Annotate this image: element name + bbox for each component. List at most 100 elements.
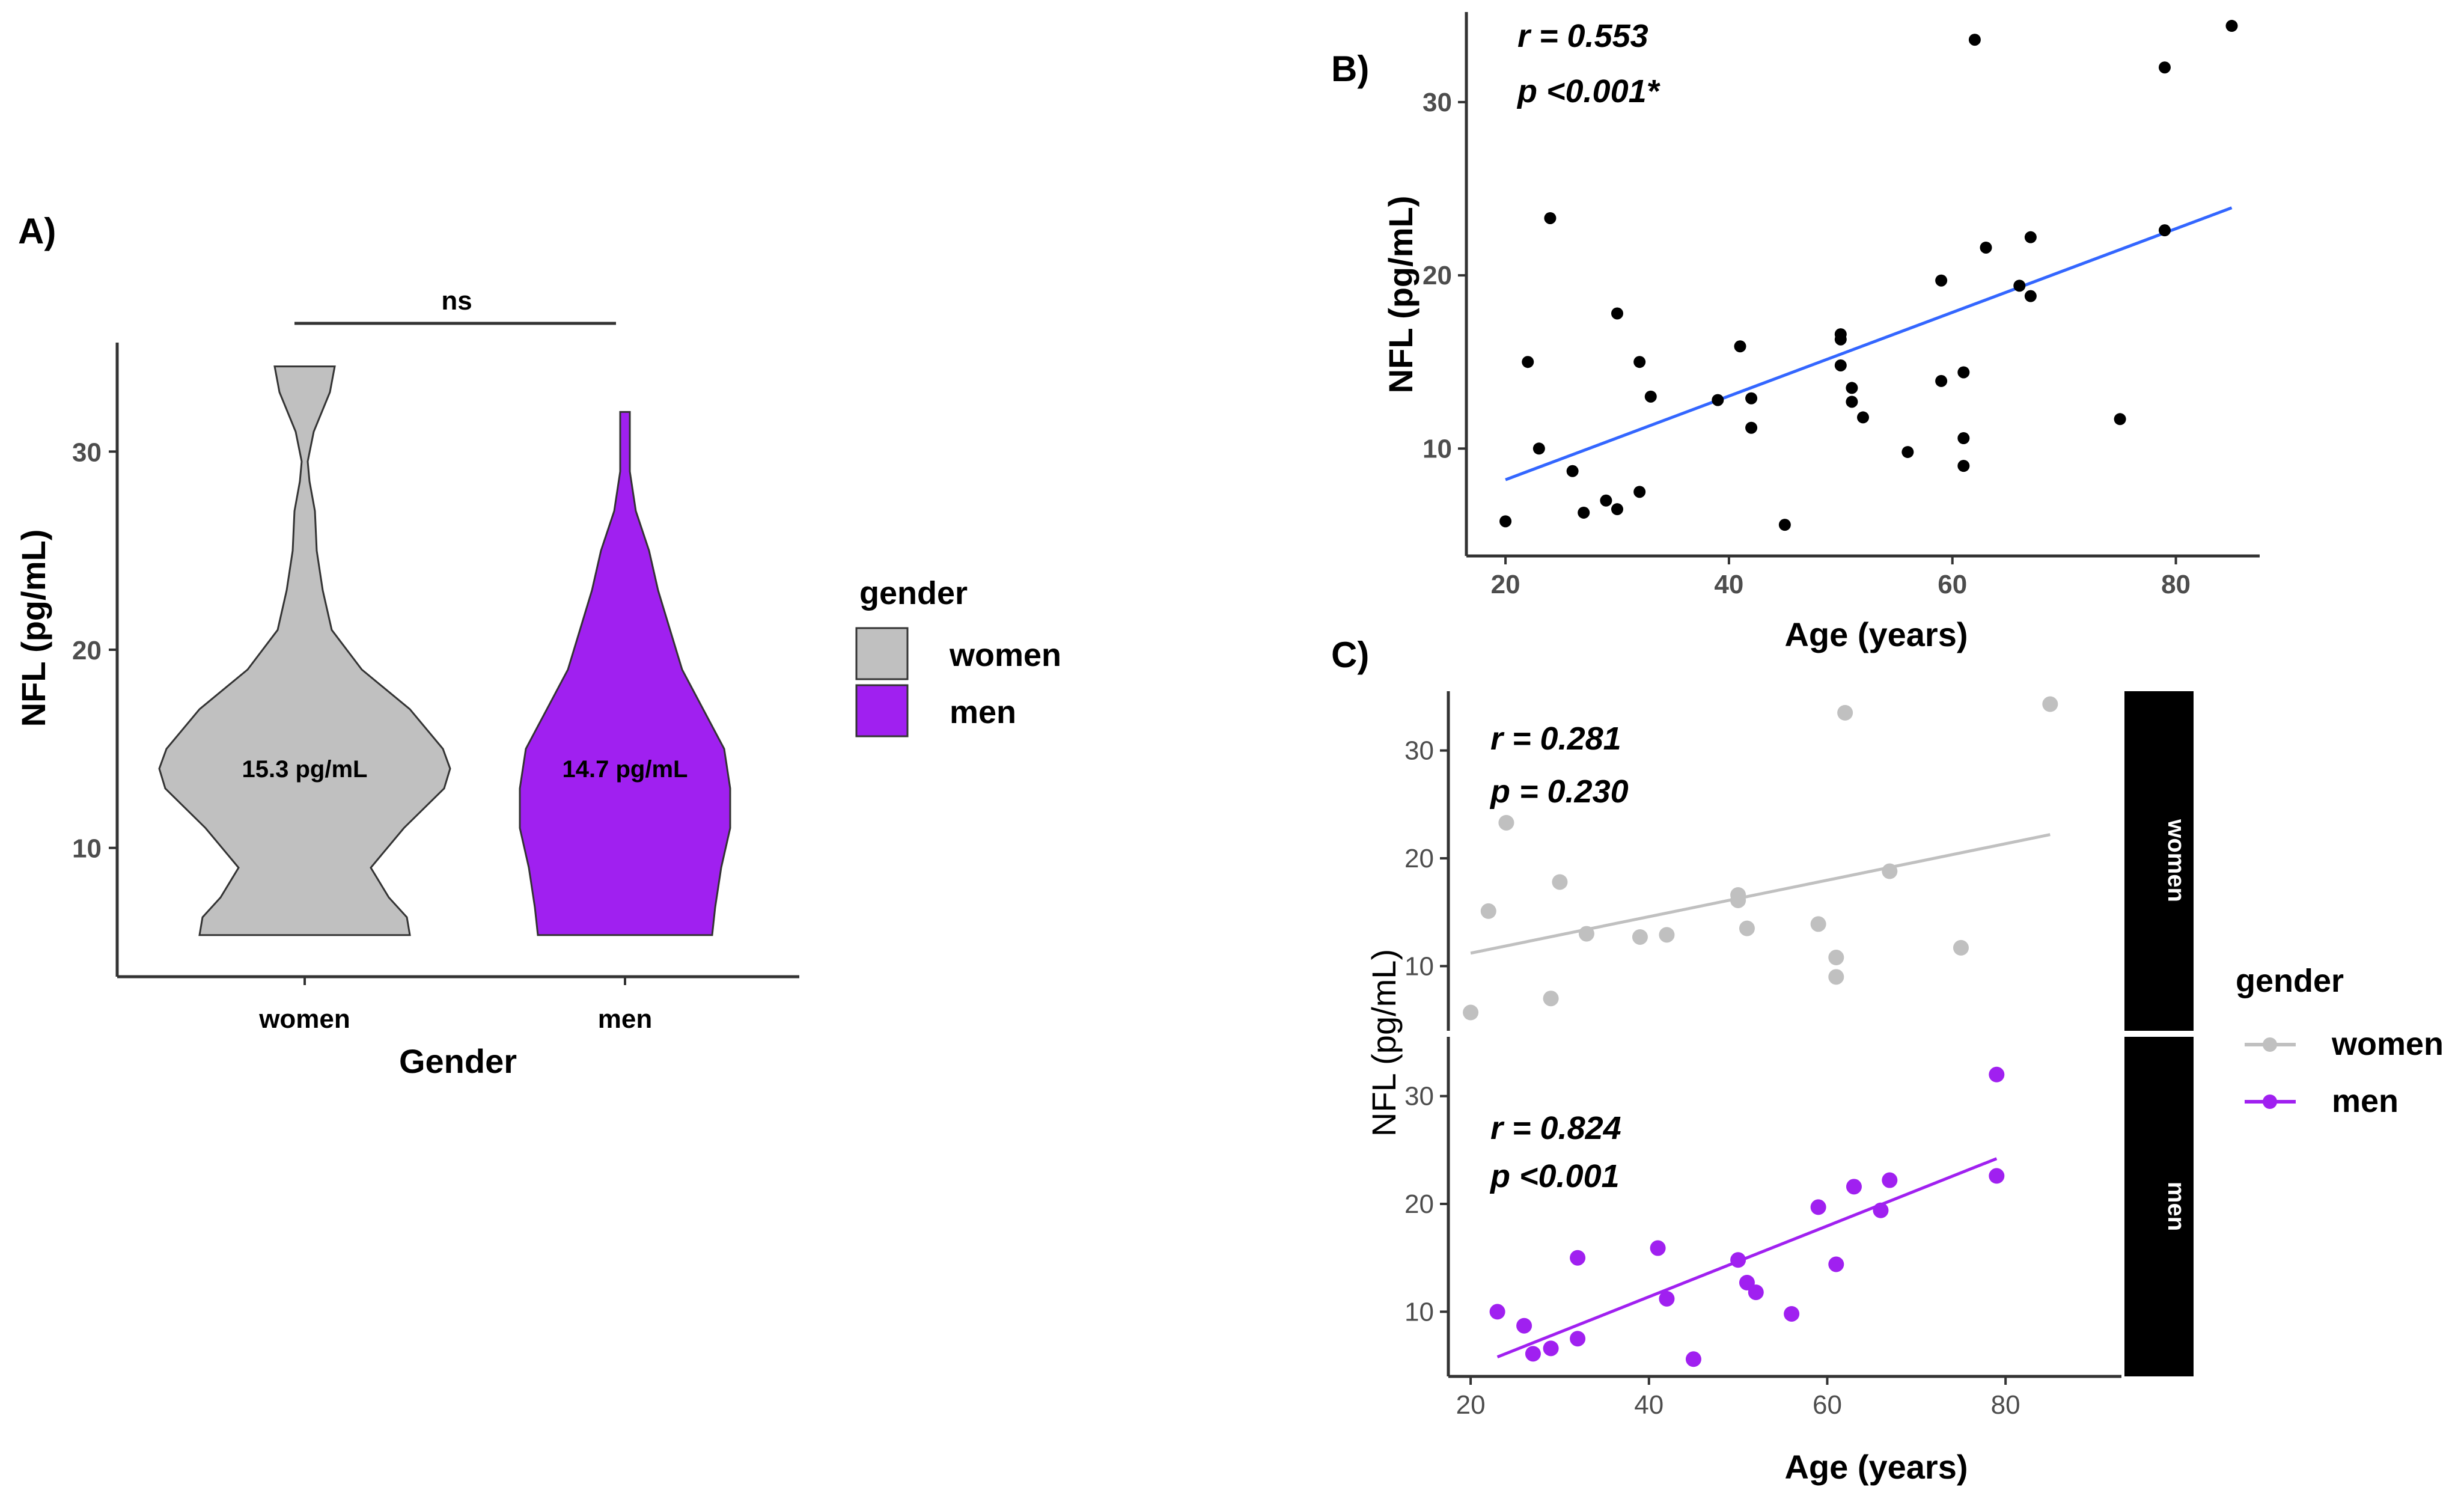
panel-b-point (1980, 241, 1992, 254)
panel-c-men-point (1543, 1340, 1559, 1357)
panel-b-point (1857, 411, 1869, 424)
panel-c-men-xtick-label: 40 (1634, 1390, 1664, 1420)
panel-a-legend: gender women men (855, 575, 1061, 737)
panel-b-point (1611, 307, 1623, 320)
panel-b-xtick-label: 20 (1491, 570, 1520, 599)
panel-c-women-point (1810, 916, 1826, 932)
panel-a-legend-title: gender (859, 575, 968, 611)
panel-c-women-point (1828, 969, 1844, 985)
panel-c-men-point (1570, 1331, 1586, 1347)
panel-a-median-label-men: 14.7 pg/mL (563, 756, 688, 783)
panel-c-men-point (1989, 1168, 2005, 1184)
panel-b-point (1745, 392, 1758, 405)
panel-b-ylabel: NFL (pg/mL) (1382, 196, 1420, 394)
panel-a-legend-key-men (855, 684, 909, 737)
panel-c-legend-title: gender (2236, 963, 2344, 999)
panel-b-point (1957, 366, 1970, 379)
panel-c-men-xtick-label: 60 (1813, 1390, 1842, 1420)
violin-women (158, 365, 451, 936)
panel-b-xtick-label: 60 (1938, 570, 1967, 599)
panel-c-legend-dot-women (2263, 1037, 2277, 1052)
panel-b-point (1901, 446, 1914, 459)
panel-b-point (1834, 359, 1847, 371)
panel-b-letter: B) (1331, 49, 1369, 89)
panel-b-xlabel: Age (years) (1784, 615, 1968, 653)
panel-c-women-point (1498, 814, 1514, 831)
panel-b-xtick-label: 80 (2161, 570, 2191, 599)
panel-b-point (1544, 212, 1557, 224)
panel-b: B) 10 20 30 20 40 60 80 NFL (pg/mL) Age (years… (1331, 12, 2260, 653)
panel-a-legend-label-men: men (950, 694, 1016, 730)
panel-b-point (1778, 519, 1791, 531)
panel-b-point (1566, 465, 1579, 477)
panel-b-point (1745, 421, 1758, 434)
panel-a-ytick-label: 10 (72, 834, 102, 864)
panel-c-women-point (1552, 874, 1568, 890)
panel-b-point (1935, 274, 1948, 287)
panel-c-men-ytick-label: 30 (1404, 1082, 1434, 1111)
panel-c-men-point (1748, 1284, 1764, 1301)
panel-c-men-ytick-label: 10 (1404, 1297, 1434, 1327)
panel-c-women-point (1632, 929, 1648, 945)
panel-b-point (1957, 460, 1970, 472)
panel-c-women-p-label: p = 0.230 (1489, 774, 1629, 810)
panel-b-point (1600, 494, 1612, 507)
panel-b-point (1957, 432, 1970, 445)
panel-c-men-p-label: p <0.001 (1489, 1158, 1620, 1194)
panel-a-legend-label-women: women (949, 637, 1061, 673)
panel-a-letter: A) (18, 211, 56, 251)
panel-c-men-point (1828, 1256, 1844, 1272)
panel-b-point (1968, 34, 1981, 46)
panel-b-point (1734, 340, 1746, 353)
panel-c-letter: C) (1331, 635, 1369, 675)
panel-c-women-point (1480, 903, 1496, 919)
panel-c-women-r-label: r = 0.281 (1490, 721, 1621, 757)
panel-b-point (2225, 20, 2238, 32)
panel-c-strip-label-men: men (2163, 1182, 2189, 1231)
panel-b-point (2158, 61, 2171, 74)
panel-c-men-point (1659, 1290, 1675, 1307)
panel-c-women-ytick-label: 10 (1404, 951, 1434, 981)
panel-a-ytick-label: 30 (72, 438, 102, 467)
panel-c-men-point (1730, 1252, 1746, 1268)
panel-c-women-point (1882, 863, 1898, 879)
panel-b-point (1532, 442, 1545, 455)
panel-c-men-point (1810, 1199, 1826, 1215)
panel-c-men-point (1570, 1250, 1586, 1266)
panel-b-xtick-label: 40 (1714, 570, 1743, 599)
panel-b-marks: 10 20 30 20 40 60 80 (1423, 12, 2260, 599)
panel-b-point (1611, 503, 1623, 516)
panel-c-legend-dot-men (2263, 1095, 2277, 1109)
panel-b-point (1633, 486, 1646, 498)
panel-b-point (1846, 382, 1858, 394)
panel-b-point (2158, 224, 2171, 237)
panel-b-point (1633, 356, 1646, 368)
panel-c-legend: gender women men (2236, 963, 2444, 1119)
panel-b-point (1578, 506, 1590, 519)
panel-c-men-r-label: r = 0.824 (1490, 1110, 1621, 1146)
panel-a-significance-label: ns (441, 286, 472, 316)
panel-a-ylabel: NFL (pg/mL) (14, 530, 52, 727)
panel-c-women-point (2042, 696, 2058, 712)
panel-c-men-xtick-label: 20 (1456, 1390, 1486, 1420)
panel-c-men-point (1882, 1172, 1898, 1188)
panel-c-men-point (1525, 1346, 1541, 1362)
panel-b-point (2013, 279, 2026, 292)
panel-b-point (2024, 290, 2037, 302)
panel-b-ytick-label: 20 (1423, 261, 1452, 290)
panel-b-fit-line (1505, 206, 2233, 481)
panel-c-marks: 10 20 30 10 20 30 20 40 60 80 (1404, 691, 2121, 1420)
panel-a-category-women: women (258, 1004, 350, 1034)
panel-a: A) 10 20 30 NFL (pg/mL) Gender women men 1… (14, 211, 799, 1080)
panel-c-strip-men (2124, 1037, 2194, 1376)
panel-c-men-point (1846, 1179, 1862, 1195)
panel-a-legend-key-women (855, 627, 909, 680)
panel-c-xlabel: Age (years) (1784, 1448, 1968, 1486)
panel-c-legend-label-men: men (2332, 1083, 2398, 1119)
panel-c-men-point (1784, 1305, 1800, 1322)
panel-a-xlabel: Gender (399, 1042, 517, 1080)
panel-b-ytick-label: 10 (1423, 434, 1452, 463)
panel-c-women-point (1828, 950, 1844, 966)
panel-c-men-point (1685, 1351, 1701, 1367)
